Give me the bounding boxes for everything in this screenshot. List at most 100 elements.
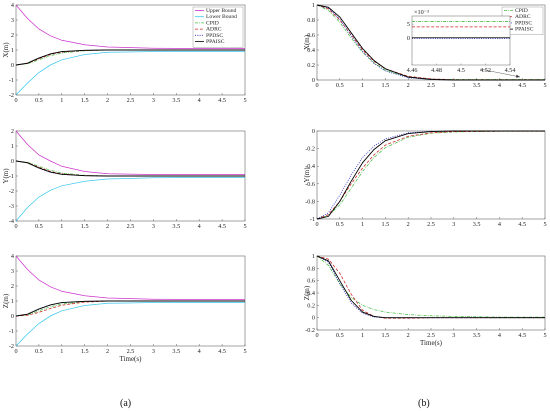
x-tick-label: 5: [543, 221, 546, 228]
series-line-ppdsc: [316, 255, 545, 319]
y-tick-label: 2: [11, 128, 14, 135]
x-tick-label: 3.5: [473, 82, 481, 89]
y-tick-label: 1: [11, 47, 14, 54]
chart-panel-a-z: 0 0.5 1 1.5 2 2.5 3 3.5 4 4.5 5 -2 -1 0 1 2 3 4 Z(m) Time(s…: [2, 253, 247, 363]
series-line-ppaisc: [15, 160, 245, 177]
y-axis-label: Y(m): [303, 167, 311, 183]
series-line-cpid: [316, 130, 545, 220]
y-tick-label: 1: [312, 253, 315, 260]
x-tick-label: 5: [543, 332, 546, 339]
y-tick-label: -0.8: [305, 198, 315, 205]
x-tick-label: 2.5: [127, 97, 135, 104]
inset-x-tick-label: 4.46: [407, 67, 418, 74]
y-tick-label: 2: [11, 32, 14, 39]
x-tick-label: 0.5: [336, 82, 344, 89]
inset-frame: [411, 15, 511, 66]
series-line-cpid: [316, 255, 545, 318]
x-axis-label: Time(s): [120, 355, 143, 363]
x-tick-label: 4: [498, 221, 501, 228]
chart-panel-b-z: 0 0.5 1 1.5 2 2.5 3 3.5 4 4.5 5-0.200.20.40.60.81Z…: [303, 253, 547, 347]
series-line-adrc: [316, 255, 545, 319]
x-tick-label: 0.5: [336, 221, 344, 228]
x-tick-label: 3.5: [473, 221, 481, 228]
y-axis-label: Z(m): [2, 293, 10, 308]
series-line-adrc: [15, 160, 245, 177]
x-tick-label: 2: [106, 348, 109, 355]
y-tick-label: -0.2: [305, 327, 315, 334]
y-tick-label: -1: [9, 173, 14, 180]
x-tick-label: 0: [14, 97, 17, 104]
x-axis-label: Time(s): [420, 339, 443, 347]
panel-label-a: (a): [120, 398, 131, 409]
series-line-ppdsc: [15, 160, 245, 177]
series-line-lower-bound: [15, 177, 245, 222]
x-tick-label: 1: [361, 332, 364, 339]
x-tick-label: 4.5: [218, 223, 226, 230]
y-axis-label: X(m): [303, 34, 311, 50]
series-line-lower-bound: [15, 51, 245, 96]
series-line-adrc: [316, 130, 545, 220]
inset-pointer-arrow: [479, 68, 521, 78]
y-tick-label: -3: [9, 203, 14, 210]
y-tick-label: 0: [312, 77, 315, 84]
x-tick-label: 4.5: [518, 332, 526, 339]
x-tick-label: 3.5: [172, 348, 180, 355]
x-tick-label: 3: [152, 348, 155, 355]
x-tick-label: 4: [498, 82, 501, 89]
inset-multiplier: ×10⁻³: [414, 9, 429, 16]
panel-label-b: (b): [418, 398, 430, 409]
y-tick-label: -4: [9, 218, 14, 225]
chart-panel-a-y: 0 0.5 1 1.5 2 2.5 3 3.5 4 4.5 5 -4 -3 -2 -1 0 1 2 Y(m): [2, 128, 247, 230]
plot-frame: [316, 130, 546, 220]
x-tick-label: 0.5: [35, 97, 43, 104]
y-tick-label: -1: [310, 216, 315, 223]
series-line-ppaisc: [15, 49, 245, 66]
y-tick-label: 0: [11, 62, 14, 69]
x-tick-label: 4: [198, 97, 201, 104]
x-tick-label: 4.5: [518, 221, 526, 228]
y-tick-label: 3: [11, 17, 14, 24]
inset-x-tick-label: 4.5: [457, 67, 465, 74]
x-tick-label: 3: [452, 332, 455, 339]
y-tick-label: 4: [11, 2, 14, 9]
y-tick-label: 0.8: [307, 265, 315, 272]
x-tick-label: 4: [198, 223, 201, 230]
chart-panel-a-x: 0 0.5 1 1.5 2 2.5 3 3.5 4 4.5 5 -2 -1 0 1 2 3 4 X(m) Upper …: [2, 2, 247, 104]
x-tick-label: 0: [315, 221, 318, 228]
series-line-ppaisc: [316, 4, 545, 81]
y-tick-label: 0.4: [307, 290, 315, 297]
x-tick-label: 1.5: [382, 221, 390, 228]
series-line-ppdsc: [316, 4, 545, 81]
inset-zoom: 4.46 4.48 4.5 4.52 4.54 0 5 ×10⁻³: [407, 9, 521, 78]
x-tick-label: 4: [198, 348, 201, 355]
y-tick-label: -2: [9, 343, 14, 350]
y-tick-label: 2: [11, 283, 14, 290]
series-line-ppaisc: [316, 255, 545, 319]
y-tick-label: 1: [11, 298, 14, 305]
inset-x-tick-label: 4.48: [431, 67, 442, 74]
y-tick-label: 0.2: [307, 302, 315, 309]
x-tick-label: 2.5: [127, 223, 135, 230]
y-axis-label: Z(m): [303, 285, 311, 300]
y-tick-label: -0.6: [305, 181, 315, 188]
x-tick-label: 0: [315, 82, 318, 89]
series-line-adrc: [15, 300, 245, 317]
x-tick-label: 2.5: [427, 332, 435, 339]
y-tick-label: 0.6: [307, 278, 315, 285]
y-tick-label: -1: [9, 77, 14, 84]
y-tick-label: -0.4: [305, 163, 315, 170]
legend-entry: PPDSC: [206, 33, 223, 39]
x-tick-label: 3.5: [473, 332, 481, 339]
x-tick-label: 1: [361, 82, 364, 89]
x-tick-label: 1.5: [81, 97, 89, 104]
series-line-cpid: [316, 4, 545, 80]
series-line-ppaisc: [316, 130, 545, 220]
series-line-ppdsc: [316, 130, 545, 220]
y-tick-label: 0.6: [307, 32, 315, 39]
x-tick-label: 4: [498, 332, 501, 339]
chart-panel-b-y: 0 0.5 1 1.5 2 2.5 3 3.5 4 4.5 5 -1 -0.8 -0.6 -0.4 -0.2 0…: [303, 128, 547, 228]
y-tick-label: -2: [9, 92, 14, 99]
x-tick-label: 5: [243, 348, 246, 355]
x-tick-label: 5: [243, 97, 246, 104]
x-tick-label: 0: [14, 223, 17, 230]
